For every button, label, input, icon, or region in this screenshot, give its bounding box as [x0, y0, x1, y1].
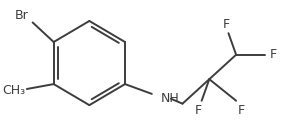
- Text: F: F: [223, 18, 230, 31]
- Text: F: F: [195, 104, 202, 117]
- Text: NH: NH: [160, 92, 179, 105]
- Text: CH₃: CH₃: [2, 84, 25, 97]
- Text: F: F: [270, 48, 277, 61]
- Text: F: F: [237, 104, 244, 117]
- Text: Br: Br: [15, 9, 29, 22]
